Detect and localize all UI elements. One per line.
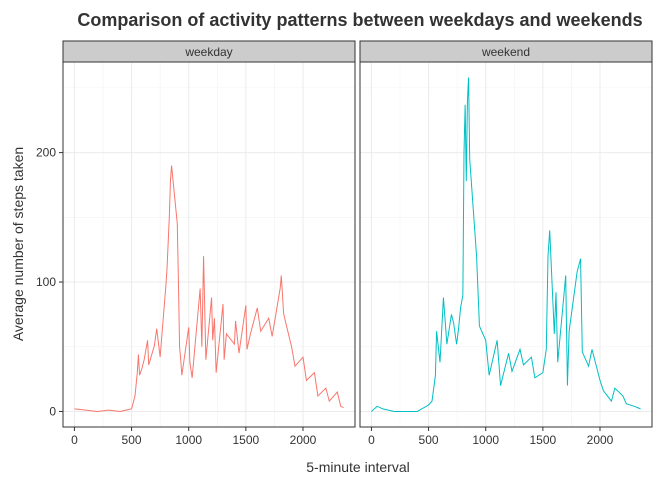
x-tick-label: 2000 (290, 433, 317, 447)
panel-border-weekday (62, 61, 356, 428)
x-tick-label: 1500 (233, 433, 260, 447)
x-tick-label: 0 (71, 433, 78, 447)
panel-border-weekend (359, 61, 653, 428)
panel-weekend: weekend 0 500 1000 1500 2000 (359, 40, 653, 447)
y-tick-label: 100 (36, 275, 56, 289)
y-tick-label: 200 (36, 146, 56, 160)
panel-weekday: weekday 0 500 1000 1500 2000 (62, 40, 356, 447)
y-axis-ticks: 0 100 200 (36, 146, 63, 418)
x-tick-label: 1500 (530, 433, 557, 447)
plot-area-weekend (360, 62, 652, 427)
x-tick-label: 1000 (472, 433, 499, 447)
strip-label-weekend: weekend (481, 45, 530, 59)
x-tick-label: 0 (368, 433, 375, 447)
x-tick-label: 2000 (587, 433, 614, 447)
y-axis-title: Average number of steps taken (10, 147, 26, 341)
y-tick-label: 0 (49, 404, 56, 418)
gridlines-weekend (360, 62, 652, 427)
gridlines-weekday (63, 62, 355, 427)
x-axis-title: 5-minute interval (306, 459, 410, 475)
x-axis-ticks-weekend: 0 500 1000 1500 2000 (368, 427, 614, 447)
x-tick-label: 500 (122, 433, 142, 447)
chart-title: Comparison of activity patterns between … (77, 10, 642, 30)
x-tick-label: 500 (419, 433, 439, 447)
series-line-weekday (74, 165, 344, 412)
x-tick-label: 1000 (175, 433, 202, 447)
strip-label-weekday: weekday (184, 45, 232, 59)
series-line-weekend (371, 77, 641, 412)
x-axis-ticks-weekday: 0 500 1000 1500 2000 (71, 427, 317, 447)
plot-area-weekday (63, 62, 355, 427)
